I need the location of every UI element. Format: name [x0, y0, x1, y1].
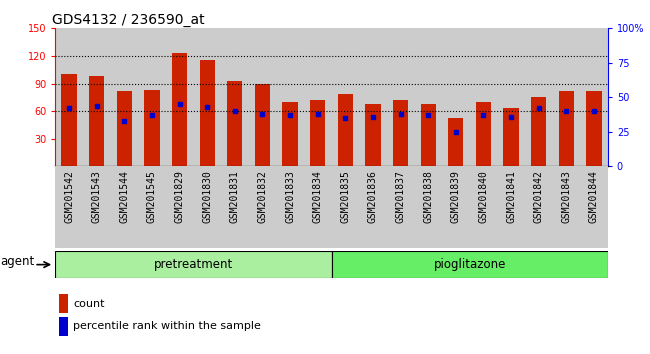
Bar [415, 28, 442, 166]
Bar [365, 104, 380, 166]
Bar [138, 28, 166, 166]
Bar [138, 166, 166, 248]
Bar [525, 28, 552, 166]
Bar [83, 166, 111, 248]
Bar [111, 28, 138, 166]
Bar [89, 76, 104, 166]
Text: percentile rank within the sample: percentile rank within the sample [73, 321, 261, 331]
Bar [497, 28, 525, 166]
Bar [338, 94, 353, 166]
Bar [586, 91, 601, 166]
Bar [559, 91, 574, 166]
Bar [580, 28, 608, 166]
Bar [117, 91, 132, 166]
Text: GSM201834: GSM201834 [313, 170, 322, 223]
Text: GSM201837: GSM201837 [396, 170, 406, 223]
Bar [194, 28, 221, 166]
Bar [387, 28, 415, 166]
Text: GSM201542: GSM201542 [64, 170, 74, 223]
Bar [172, 53, 187, 166]
Text: GSM201843: GSM201843 [562, 170, 571, 223]
Text: pretreatment: pretreatment [154, 258, 233, 271]
Bar [552, 28, 580, 166]
Bar [276, 28, 304, 166]
Bar [283, 102, 298, 166]
Bar [525, 166, 552, 248]
Bar [144, 90, 159, 166]
Bar [332, 251, 608, 278]
Bar [221, 28, 248, 166]
Text: GSM201842: GSM201842 [534, 170, 543, 223]
Bar [194, 166, 221, 248]
Text: GSM201544: GSM201544 [120, 170, 129, 223]
Bar [62, 74, 77, 166]
Bar [55, 166, 83, 248]
Bar [469, 28, 497, 166]
Bar [580, 166, 608, 248]
Bar [248, 28, 276, 166]
Bar [111, 166, 138, 248]
Bar [442, 28, 469, 166]
Bar [200, 59, 214, 166]
Text: GSM201839: GSM201839 [451, 170, 461, 223]
Text: GSM201840: GSM201840 [478, 170, 488, 223]
Text: GSM201545: GSM201545 [147, 170, 157, 223]
Bar [227, 81, 242, 166]
Bar [255, 84, 270, 166]
Text: GSM201838: GSM201838 [423, 170, 433, 223]
Bar [248, 166, 276, 248]
Bar [58, 294, 68, 313]
Text: GSM201831: GSM201831 [230, 170, 240, 223]
Bar [83, 28, 111, 166]
Text: GSM201841: GSM201841 [506, 170, 516, 223]
Text: GSM201830: GSM201830 [202, 170, 212, 223]
Bar [166, 28, 194, 166]
Text: GSM201829: GSM201829 [175, 170, 185, 223]
Bar [476, 102, 491, 166]
Text: agent: agent [0, 255, 34, 268]
Bar [304, 166, 332, 248]
Bar [221, 166, 248, 248]
Bar [387, 166, 415, 248]
Bar [415, 166, 442, 248]
Bar [359, 28, 387, 166]
Text: GSM201844: GSM201844 [589, 170, 599, 223]
Text: GDS4132 / 236590_at: GDS4132 / 236590_at [53, 13, 205, 27]
Text: pioglitazone: pioglitazone [434, 258, 506, 271]
Bar [276, 166, 304, 248]
Bar [359, 166, 387, 248]
Bar [166, 166, 194, 248]
Bar [304, 28, 332, 166]
Bar [531, 97, 546, 166]
Bar [421, 104, 436, 166]
Text: GSM201832: GSM201832 [257, 170, 267, 223]
Text: GSM201835: GSM201835 [341, 170, 350, 223]
Bar [552, 166, 580, 248]
Bar [332, 166, 359, 248]
Text: GSM201836: GSM201836 [368, 170, 378, 223]
Bar [58, 317, 68, 336]
Bar [504, 108, 519, 166]
Text: GSM201833: GSM201833 [285, 170, 295, 223]
Bar [332, 28, 359, 166]
Bar [497, 166, 525, 248]
Bar [310, 100, 325, 166]
Text: GSM201543: GSM201543 [92, 170, 101, 223]
Bar [55, 251, 332, 278]
Text: count: count [73, 299, 105, 309]
Bar [393, 100, 408, 166]
Bar [469, 166, 497, 248]
Bar [55, 28, 83, 166]
Bar [442, 166, 469, 248]
Bar [448, 118, 463, 166]
